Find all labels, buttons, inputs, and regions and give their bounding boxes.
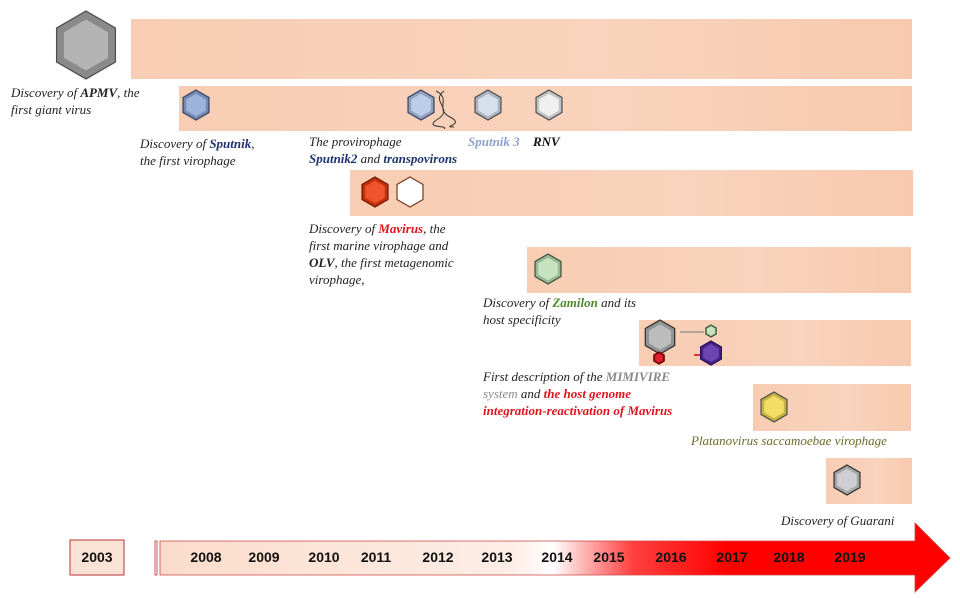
bar-apmv — [131, 19, 912, 79]
caption-line: Sputnik2 and transpovirons — [309, 150, 457, 167]
caption-zamilon: Discovery of Zamilon and its host specifi… — [483, 294, 636, 328]
guarani-hexagon-icon — [833, 464, 861, 496]
sputnik3-hexagon-icon — [474, 89, 502, 121]
caption-segment: Mavirus — [378, 221, 424, 236]
mimivirus-hexagon-icon — [644, 319, 676, 355]
zamilon-hexagon-icon — [534, 253, 562, 285]
caption-sputnik2: The provirophage Sputnik2 and transpoviro… — [309, 133, 457, 167]
caption-segment: APMV — [80, 85, 118, 100]
year-2012: 2012 — [422, 549, 454, 565]
caption-segment: Discovery of — [140, 136, 210, 151]
caption-segment: , the — [117, 85, 140, 100]
caption-sputnik3: Sputnik 3 — [468, 134, 520, 149]
year-2017: 2017 — [716, 549, 748, 565]
sputnik2-hexagon-icon — [407, 89, 435, 121]
caption-segment: OLV — [309, 255, 335, 270]
caption-line: The provirophage — [309, 134, 402, 149]
caption-segment: Sputnik2 — [309, 151, 358, 166]
caption-line: host specificity — [483, 312, 561, 327]
year-2014: 2014 — [541, 549, 573, 565]
olv-hexagon-icon — [396, 176, 424, 208]
caption-segment: and — [517, 386, 544, 401]
caption-line: Discovery of APMV, the — [11, 84, 140, 101]
caption-segment: Sputnik — [209, 136, 252, 151]
caption-segment: , — [251, 136, 255, 151]
mavirus-small-hexagon-icon — [653, 351, 665, 365]
caption-segment: Zamilon — [552, 295, 598, 310]
year-2008: 2008 — [190, 549, 222, 565]
caption-line: Discovery of Sputnik, — [140, 135, 254, 152]
caption-line: system and the host genome — [483, 385, 672, 402]
caption-segment: and its — [597, 295, 637, 310]
zamilon-small-hexagon-icon — [705, 324, 717, 338]
caption-line: first marine virophage and — [309, 238, 449, 253]
year-2018: 2018 — [773, 549, 805, 565]
caption-line: integration-reactivation of Mavirus — [483, 403, 673, 418]
rnv-hexagon-icon — [535, 89, 563, 121]
caption-segment: First description of the — [483, 369, 606, 384]
caption-platanovirus: Platanovirus saccamoebae virophage — [691, 433, 887, 448]
caption-line: the first virophage — [140, 153, 236, 168]
year-2009: 2009 — [248, 549, 280, 565]
sputnik-hexagon-icon — [182, 89, 210, 121]
year-2015: 2015 — [593, 549, 625, 565]
year-2010: 2010 — [308, 549, 340, 565]
caption-segment: Discovery of — [483, 295, 553, 310]
dna-icon — [432, 90, 456, 129]
caption-segment: Discovery of — [11, 85, 81, 100]
caption-mimivire: First description of the MIMIVIRE system … — [483, 368, 672, 419]
caption-guarani: Discovery of Guarani — [781, 513, 895, 528]
year-2003: 2003 — [81, 549, 113, 565]
caption-sputnik: Discovery of Sputnik, the first virophage — [140, 135, 254, 169]
caption-segment: the host genome — [543, 386, 632, 401]
year-2013: 2013 — [481, 549, 513, 565]
year-2019: 2019 — [834, 549, 866, 565]
caption-line: Discovery of Mavirus, the — [309, 220, 454, 237]
caption-apmv: Discovery of APMV, the first giant virus — [11, 84, 140, 118]
bar-mavirus — [350, 170, 913, 216]
apmv-hexagon-icon — [55, 10, 117, 80]
caption-line: OLV, the first metagenomic — [309, 254, 454, 271]
caption-segment: transpovirons — [383, 151, 458, 166]
platanovirus-hexagon-icon — [760, 391, 788, 423]
purple-hexagon-icon — [700, 340, 722, 366]
caption-segment: , the first metagenomic — [334, 255, 454, 270]
caption-line: Discovery of Zamilon and its — [483, 294, 636, 311]
bar-mimivire — [639, 320, 911, 366]
caption-rnv: RNV — [533, 134, 560, 149]
caption-segment: MIMIVIRE — [605, 369, 671, 384]
year-2011: 2011 — [360, 549, 392, 565]
caption-line: First description of the MIMIVIRE — [483, 368, 672, 385]
caption-line: first giant virus — [11, 102, 92, 117]
year-2016: 2016 — [655, 549, 687, 565]
caption-mavirus: Discovery of Mavirus, the first marine vi… — [309, 220, 454, 288]
caption-segment: and — [357, 151, 384, 166]
year-box-2003 — [69, 539, 125, 576]
caption-segment: system — [483, 386, 518, 401]
bar-zamilon — [527, 247, 911, 293]
caption-line: virophage, — [309, 272, 365, 287]
caption-segment: , the — [423, 221, 446, 236]
mavirus-hexagon-icon — [361, 176, 389, 208]
caption-segment: Discovery of — [309, 221, 379, 236]
